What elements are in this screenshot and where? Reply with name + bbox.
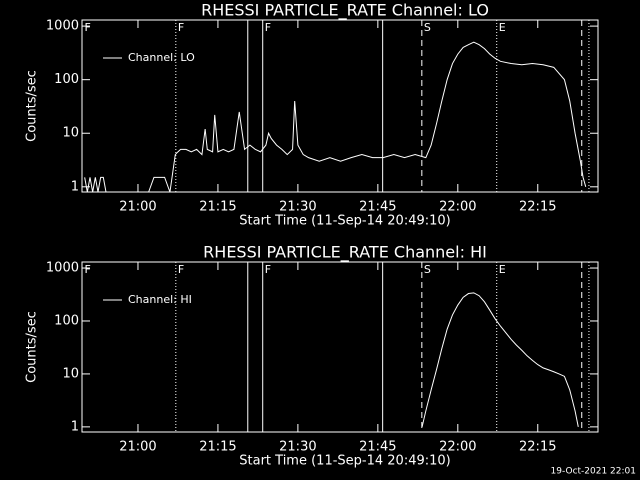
event-label: F — [265, 21, 271, 34]
x-tick-label: 21:15 — [199, 200, 236, 215]
event-label: F — [85, 21, 91, 34]
y-tick-label: 100 — [54, 72, 79, 87]
x-tick-label: 22:15 — [519, 200, 556, 215]
y-tick-label: 100 — [54, 313, 79, 328]
event-label: F — [85, 263, 91, 276]
plot-frame — [81, 261, 599, 433]
x-tick-label: 21:45 — [359, 200, 396, 215]
x-tick-label: 21:00 — [119, 200, 156, 215]
event-label: S — [424, 21, 431, 34]
event-label: E — [499, 263, 506, 276]
y-axis-label: Counts/sec — [25, 70, 40, 142]
data-line — [421, 292, 579, 427]
event-label: S — [424, 263, 431, 276]
y-axis-label: Counts/sec — [25, 311, 40, 383]
x-tick-label: 22:15 — [519, 440, 556, 455]
event-label: E — [499, 21, 506, 34]
event-label: F — [178, 263, 184, 276]
chart-title: RHESSI PARTICLE_RATE Channel: HI — [203, 243, 487, 263]
y-tick-label: 1000 — [46, 19, 79, 34]
x-tick-label: 21:45 — [359, 440, 396, 455]
legend-label: Channel: HI — [128, 293, 192, 306]
y-tick-label: 1 — [71, 419, 79, 434]
x-tick-label: 22:00 — [439, 440, 476, 455]
footer: 19-Oct-2021 22:01 — [551, 467, 636, 477]
event-label: F — [265, 263, 271, 276]
x-tick-label: 21:30 — [279, 440, 316, 455]
x-axis-label: Start Time (11-Sep-14 20:49:10) — [239, 454, 450, 469]
event-label: F — [178, 21, 184, 34]
y-tick-label: 1 — [71, 179, 79, 194]
y-tick-label: 10 — [62, 126, 79, 141]
x-tick-label: 21:00 — [119, 440, 156, 455]
plot-frame — [81, 19, 599, 193]
x-tick-label: 21:30 — [279, 200, 316, 215]
legend-label: Channel: LO — [128, 51, 195, 64]
x-axis-label: Start Time (11-Sep-14 20:49:10) — [239, 214, 450, 229]
y-tick-label: 10 — [62, 366, 79, 381]
chart-title: RHESSI PARTICLE_RATE Channel: LO — [201, 1, 489, 21]
x-tick-label: 21:15 — [199, 440, 236, 455]
x-tick-label: 22:00 — [439, 200, 476, 215]
y-tick-label: 1000 — [46, 261, 79, 276]
data-line — [84, 41, 587, 192]
